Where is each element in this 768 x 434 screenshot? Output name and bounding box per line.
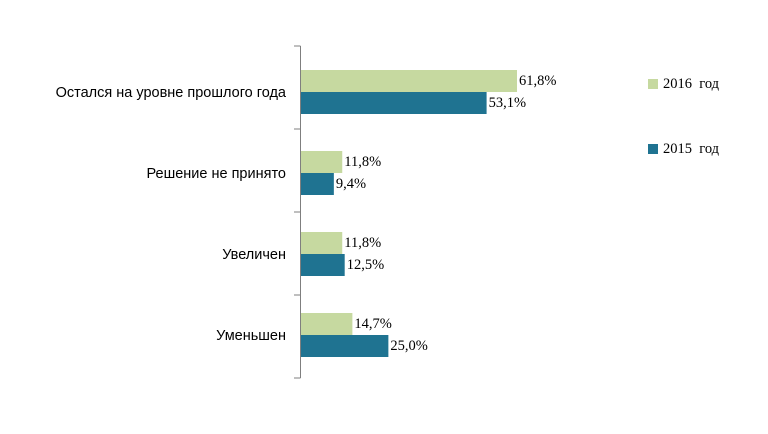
data-label: 11,8% — [344, 154, 381, 170]
bars — [301, 70, 517, 357]
data-label: 12,5% — [347, 257, 384, 273]
category-label: Остался на уровне прошлого года — [56, 85, 287, 101]
data-label: 61,8% — [519, 73, 556, 89]
legend-label: 2016 год — [663, 76, 720, 92]
data-label: 14,7% — [354, 316, 391, 332]
data-label: 25,0% — [390, 338, 427, 354]
data-label: 53,1% — [489, 95, 526, 111]
bar-2016 — [301, 70, 517, 92]
bar-2015 — [301, 173, 334, 195]
labels: Остался на уровне прошлого года 61,8% 53,1… — [56, 73, 557, 354]
bar-2016 — [301, 232, 343, 254]
category-label: Уменьшен — [216, 328, 286, 344]
category-label: Увеличен — [222, 247, 286, 263]
category-label: Решение не принято — [146, 166, 286, 182]
bar-2015 — [301, 335, 389, 357]
legend-swatch — [648, 79, 658, 89]
bar-2015 — [301, 254, 345, 276]
value-axis — [294, 45, 301, 379]
bar-2016 — [301, 151, 343, 173]
bar-2016 — [301, 313, 353, 335]
data-label: 11,8% — [344, 235, 381, 251]
bar-2015 — [301, 92, 487, 114]
legend-label: 2015 год — [663, 141, 720, 157]
legend-swatch — [648, 144, 658, 154]
data-label: 9,4% — [336, 176, 366, 192]
legend: 2016 год 2015 год — [648, 76, 720, 157]
